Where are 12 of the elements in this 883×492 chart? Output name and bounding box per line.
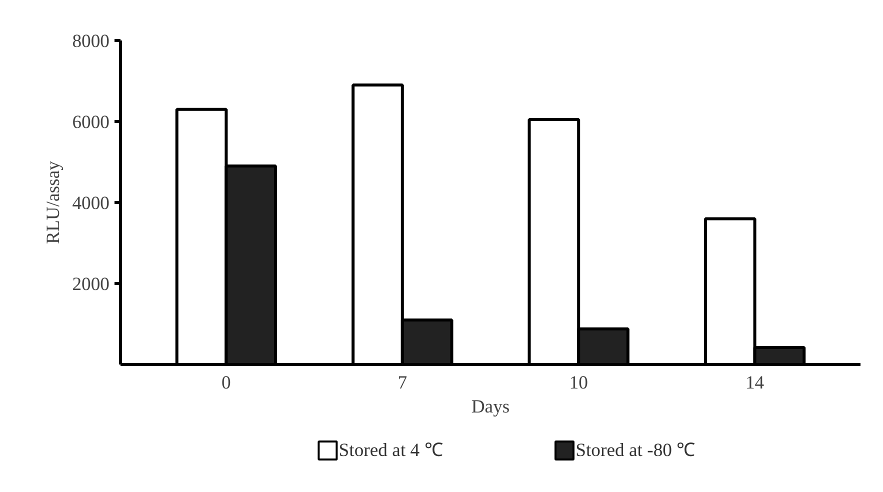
x-tick-label: 10 (569, 372, 588, 394)
x-tick-label: 0 (222, 372, 231, 394)
y-axis-title: RLU/assay (43, 160, 64, 244)
legend-label: Stored at 4 ℃ (338, 440, 444, 461)
y-tick-label: 2000 (72, 274, 110, 295)
y-tick-label: 6000 (72, 112, 110, 133)
y-tick-label: 8000 (72, 31, 110, 52)
legend-label: Stored at -80 ℃ (576, 440, 696, 461)
x-axis-title: Days (471, 396, 510, 418)
x-tick-label: 7 (398, 372, 408, 394)
x-tick-label: 14 (745, 372, 765, 394)
y-tick-label: 4000 (72, 193, 110, 214)
